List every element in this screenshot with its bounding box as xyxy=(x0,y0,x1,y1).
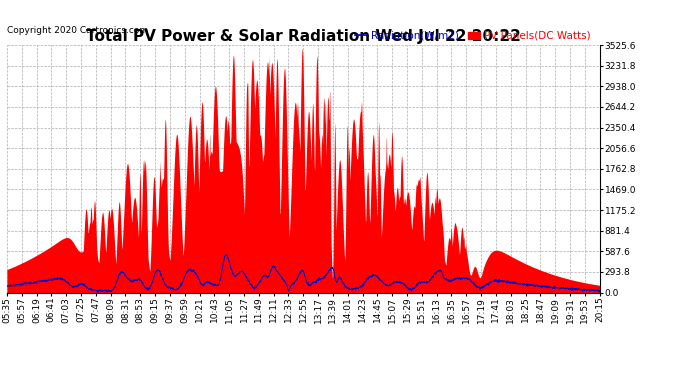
Title: Total PV Power & Solar Radiation Wed Jul 22 20:22: Total PV Power & Solar Radiation Wed Jul… xyxy=(86,29,521,44)
Legend: Radiation(W/m2), PV Panels(DC Watts): Radiation(W/m2), PV Panels(DC Watts) xyxy=(351,27,595,45)
Text: Copyright 2020 Cartronics.com: Copyright 2020 Cartronics.com xyxy=(7,26,148,35)
